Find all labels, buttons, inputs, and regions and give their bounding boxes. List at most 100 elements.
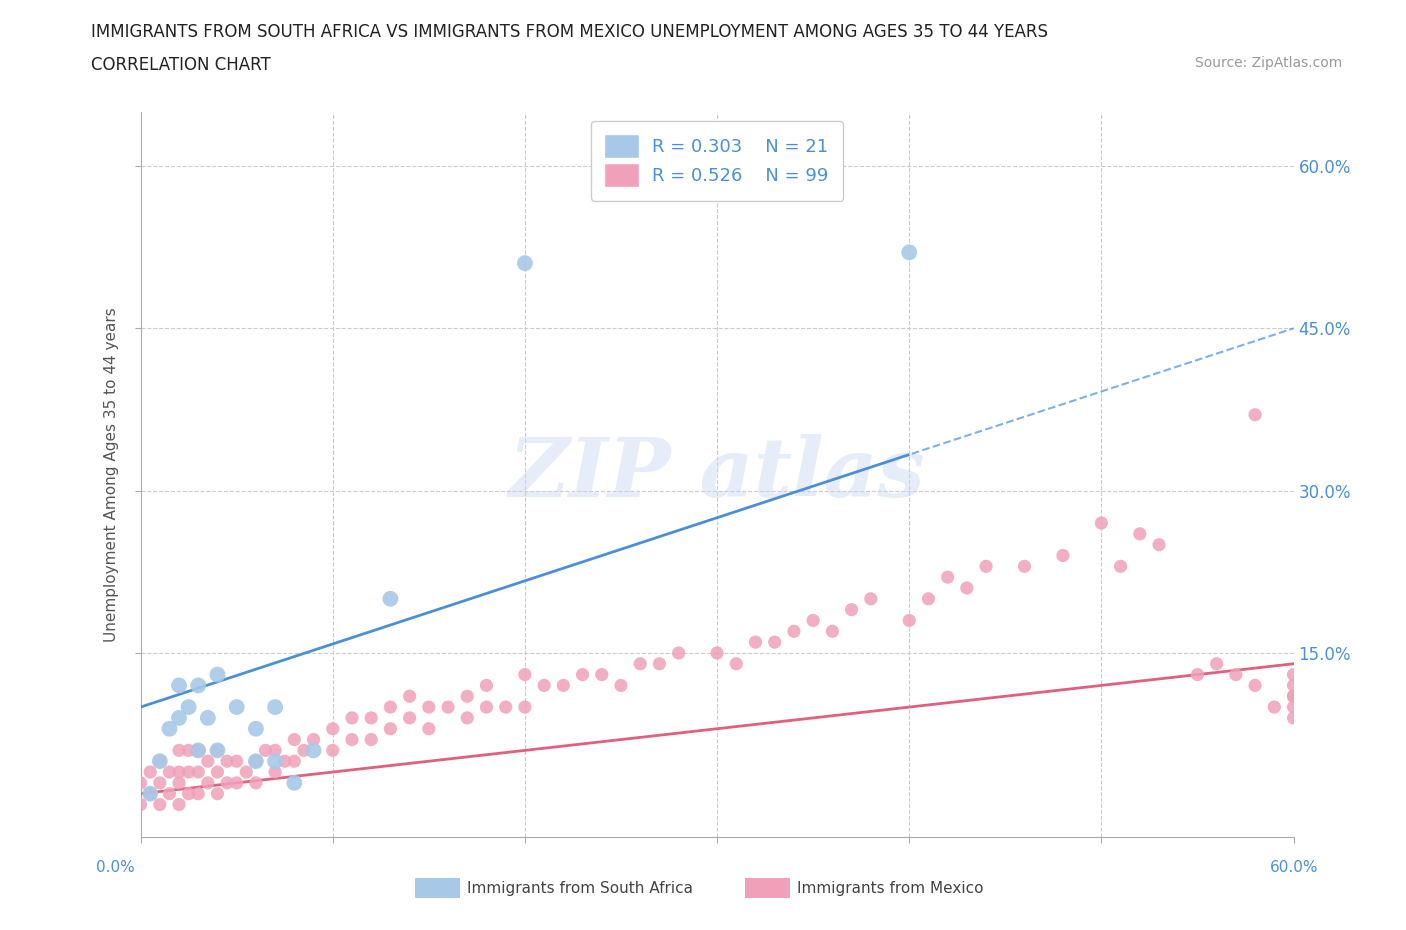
Text: Source: ZipAtlas.com: Source: ZipAtlas.com <box>1195 56 1343 70</box>
Point <box>513 699 536 714</box>
Text: 0.0%: 0.0% <box>96 860 135 875</box>
Point <box>859 591 882 606</box>
Point <box>167 678 190 693</box>
Point <box>322 722 344 737</box>
Point <box>533 678 555 693</box>
Point <box>167 776 190 790</box>
Point <box>917 591 939 606</box>
Point <box>380 722 402 737</box>
Point <box>139 786 162 801</box>
Point <box>475 699 498 714</box>
Point <box>217 776 239 790</box>
Point <box>283 732 305 747</box>
Point <box>1282 711 1305 725</box>
Point <box>495 699 517 714</box>
Point <box>437 699 460 714</box>
Point <box>956 580 979 595</box>
Point <box>264 764 287 779</box>
Point <box>418 699 440 714</box>
Point <box>167 797 190 812</box>
Point <box>217 754 239 769</box>
Point <box>398 711 420 725</box>
Point <box>197 754 219 769</box>
Point <box>898 613 921 628</box>
Point <box>1052 548 1074 563</box>
Point <box>129 797 152 812</box>
Point <box>1014 559 1036 574</box>
Point <box>149 776 172 790</box>
Point <box>254 743 277 758</box>
Point <box>167 743 190 758</box>
Point <box>264 743 287 758</box>
Point <box>418 722 440 737</box>
Point <box>591 667 613 682</box>
Point <box>1244 407 1267 422</box>
Point <box>264 699 287 714</box>
Legend: R = 0.303    N = 21, R = 0.526    N = 99: R = 0.303 N = 21, R = 0.526 N = 99 <box>591 121 844 201</box>
Point <box>167 711 190 725</box>
Point <box>245 754 267 769</box>
Point <box>197 776 219 790</box>
Point <box>235 764 257 779</box>
Point <box>1244 678 1267 693</box>
Point <box>245 722 267 737</box>
Point <box>1225 667 1247 682</box>
Point <box>159 722 180 737</box>
Point <box>380 699 402 714</box>
Point <box>292 743 315 758</box>
Point <box>177 786 200 801</box>
Point <box>159 786 180 801</box>
Point <box>1282 689 1305 704</box>
Point <box>187 743 209 758</box>
Point <box>360 732 382 747</box>
Point <box>207 786 229 801</box>
Point <box>159 764 180 779</box>
Point <box>340 732 363 747</box>
Point <box>207 667 229 682</box>
Point <box>475 678 498 693</box>
Point <box>187 764 209 779</box>
Point <box>187 678 209 693</box>
Point <box>1282 678 1305 693</box>
Point <box>668 645 690 660</box>
Point <box>513 667 536 682</box>
Point <box>149 797 172 812</box>
Point <box>283 776 305 790</box>
Point <box>139 786 162 801</box>
Point <box>380 591 402 606</box>
Point <box>187 786 209 801</box>
Point <box>197 711 219 725</box>
Point <box>167 764 190 779</box>
Point <box>801 613 824 628</box>
Point <box>1109 559 1132 574</box>
Point <box>225 699 247 714</box>
Point <box>1205 657 1227 671</box>
Point <box>207 764 229 779</box>
Point <box>245 776 267 790</box>
Point <box>207 743 229 758</box>
Point <box>149 754 172 769</box>
Point <box>610 678 633 693</box>
Point <box>841 603 863 618</box>
Point <box>648 657 671 671</box>
Point <box>821 624 844 639</box>
Point <box>571 667 593 682</box>
Text: CORRELATION CHART: CORRELATION CHART <box>91 56 271 73</box>
Point <box>763 634 786 649</box>
Point <box>245 754 267 769</box>
Text: Immigrants from Mexico: Immigrants from Mexico <box>797 881 984 896</box>
Text: Immigrants from South Africa: Immigrants from South Africa <box>467 881 693 896</box>
Point <box>1090 515 1112 530</box>
Point <box>225 754 247 769</box>
Point <box>1129 526 1152 541</box>
Point <box>553 678 575 693</box>
Point <box>628 657 651 671</box>
Point <box>725 657 748 671</box>
Point <box>322 743 344 758</box>
Point <box>1282 699 1305 714</box>
Point <box>177 743 200 758</box>
Point <box>783 624 806 639</box>
Point <box>207 743 229 758</box>
Point <box>744 634 766 649</box>
Point <box>706 645 728 660</box>
